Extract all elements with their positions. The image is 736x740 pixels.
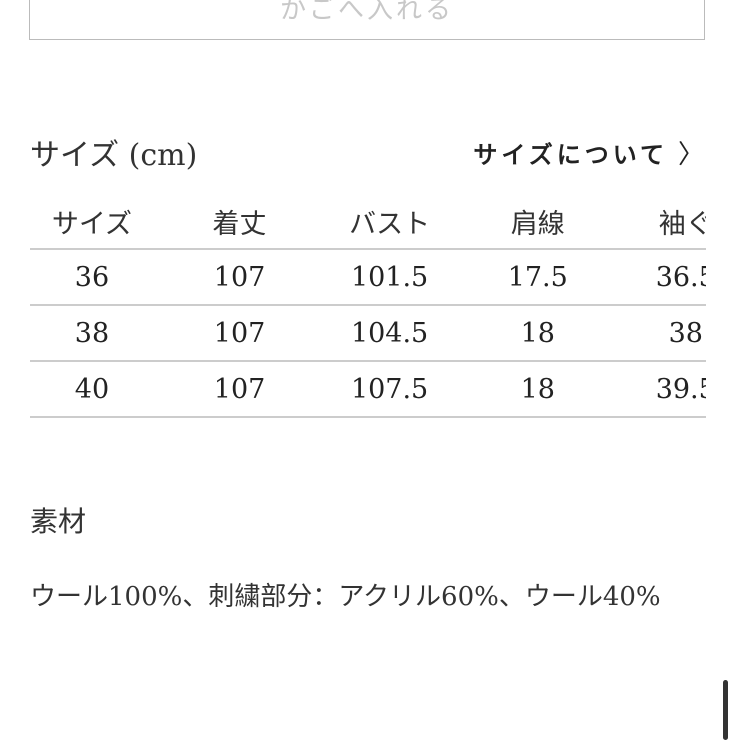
table-cell: 101.5 <box>325 248 454 305</box>
table-cell: 107 <box>153 360 326 418</box>
table-cell: 104.5 <box>325 304 454 361</box>
scrollbar[interactable] <box>723 680 728 740</box>
table-cell: 36 <box>30 248 154 305</box>
size-guide-label: サイズについて <box>473 141 668 169</box>
table-cell: 38 <box>621 304 706 361</box>
table-cell: 40 <box>30 360 154 418</box>
size-section-title: サイズ (cm) <box>30 138 198 173</box>
table-cell: 107 <box>153 304 326 361</box>
add-to-cart-label: かごへ入れる <box>279 0 454 25</box>
column-header: 袖ぐ <box>658 209 706 240</box>
material-text: ウール100%、刺繍部分：アクリル60%、ウール40% <box>30 582 661 612</box>
column-header: バスト <box>349 209 431 240</box>
column-header: 着丈 <box>212 209 267 240</box>
table-cell: 39.5 <box>621 360 706 418</box>
column-header: サイズ <box>51 209 133 240</box>
table-cell: 18 <box>454 304 622 361</box>
column-header: 肩線 <box>510 209 565 240</box>
size-table: サイズ 着丈 バスト 肩線 袖ぐ 36107101.517.536.538107… <box>30 195 706 418</box>
table-cell: 38 <box>30 304 154 361</box>
table-cell: 17.5 <box>454 248 622 305</box>
chevron-right-icon: 〉 <box>677 140 708 170</box>
size-guide-link[interactable]: サイズについて 〉 <box>473 134 708 171</box>
material-title: 素材 <box>30 505 87 538</box>
table-cell: 107.5 <box>325 360 454 418</box>
table-row: 38 107 104.5 18 38 <box>30 304 706 361</box>
table-cell: 36.5 <box>621 248 706 305</box>
add-to-cart-button[interactable]: かごへ入れる <box>29 0 705 40</box>
table-cell: 107 <box>153 248 326 305</box>
table-cell: 18 <box>454 360 622 418</box>
table-header-row: サイズ 着丈 バスト 肩線 袖ぐ <box>30 195 706 249</box>
